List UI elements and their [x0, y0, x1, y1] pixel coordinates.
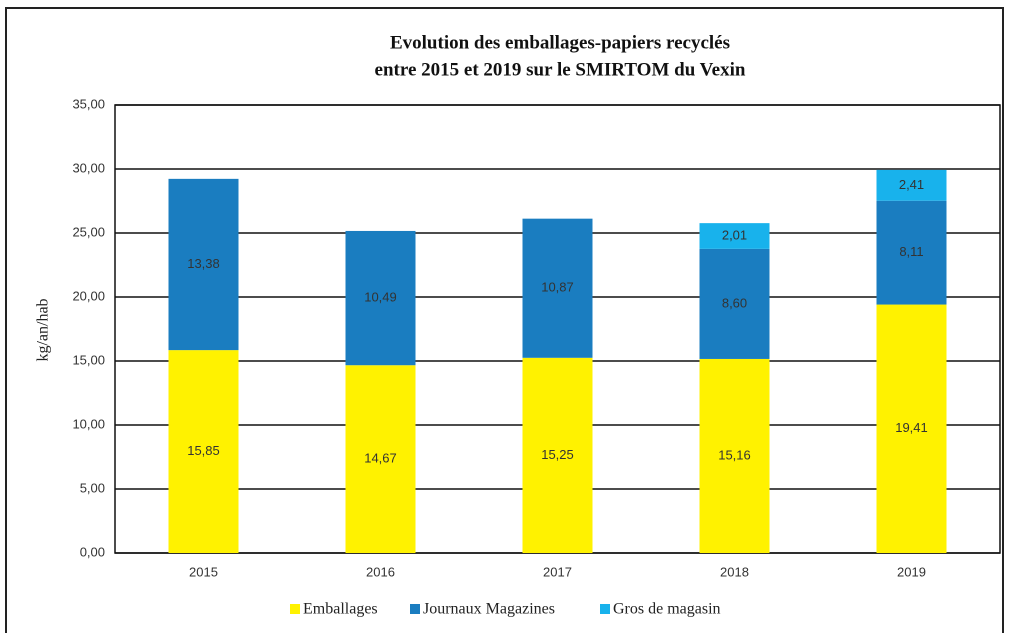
- legend-label: Emballages: [303, 601, 378, 618]
- x-tick-label: 2019: [897, 564, 926, 579]
- legend-swatch: [410, 604, 420, 614]
- data-label: 2,01: [722, 227, 747, 242]
- bar-segment: [345, 230, 416, 366]
- data-label: 15,85: [187, 443, 220, 458]
- y-tick-label: 10,00: [72, 416, 105, 431]
- data-label: 19,41: [895, 420, 928, 435]
- bar-segment: [699, 358, 770, 553]
- y-axis-label: kg/an/hab: [35, 298, 52, 361]
- bar-segment: [876, 169, 947, 201]
- data-label: 8,11: [899, 244, 923, 259]
- bar-segment: [168, 178, 239, 351]
- data-label: 15,16: [718, 447, 751, 462]
- y-tick-label: 5,00: [80, 480, 105, 495]
- data-label: 10,49: [364, 290, 397, 305]
- data-label: 13,38: [187, 256, 220, 271]
- bar-segment: [522, 218, 593, 358]
- x-tick-label: 2015: [189, 564, 218, 579]
- data-label: 8,60: [722, 295, 747, 310]
- bar-segment: [876, 304, 947, 553]
- data-label: 14,67: [364, 451, 397, 466]
- chart-title: entre 2015 et 2019 sur le SMIRTOM du Vex…: [375, 59, 746, 80]
- bar-segment: [345, 365, 416, 553]
- bar-segment: [699, 223, 770, 249]
- x-tick-label: 2017: [543, 564, 572, 579]
- y-tick-label: 15,00: [72, 352, 105, 367]
- bar-segment: [168, 350, 239, 553]
- x-tick-label: 2018: [720, 564, 749, 579]
- data-label: 15,25: [541, 447, 574, 462]
- legend-swatch: [600, 604, 610, 614]
- data-label: 2,41: [899, 177, 924, 192]
- legend-label: Gros de magasin: [613, 601, 721, 618]
- frame: [5, 7, 1004, 633]
- legend-swatch: [290, 604, 300, 614]
- y-tick-label: 35,00: [72, 96, 105, 111]
- bar-segment: [876, 200, 947, 305]
- data-label: 10,87: [541, 280, 574, 295]
- y-tick-label: 30,00: [72, 160, 105, 175]
- legend-label: Journaux Magazines: [423, 601, 555, 618]
- y-tick-label: 20,00: [72, 288, 105, 303]
- bar-segment: [699, 248, 770, 359]
- y-tick-label: 0,00: [80, 544, 105, 559]
- bar-segment: [522, 357, 593, 553]
- y-tick-label: 25,00: [72, 224, 105, 239]
- x-tick-label: 2016: [366, 564, 395, 579]
- chart-title: Evolution des emballages-papiers recyclé…: [390, 32, 730, 53]
